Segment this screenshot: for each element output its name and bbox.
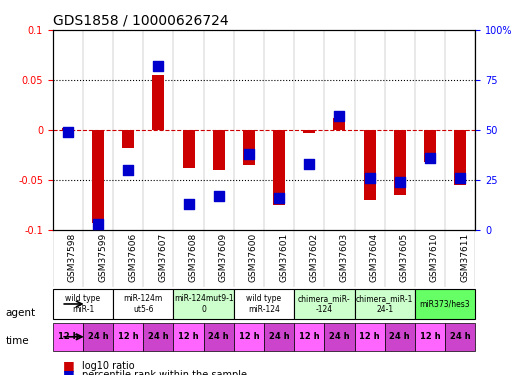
FancyBboxPatch shape: [415, 322, 445, 351]
Bar: [364, 130, 375, 200]
FancyBboxPatch shape: [174, 322, 204, 351]
FancyBboxPatch shape: [264, 322, 294, 351]
Point: [275, 195, 284, 201]
Point: [395, 179, 404, 185]
FancyBboxPatch shape: [53, 322, 83, 351]
FancyBboxPatch shape: [143, 322, 174, 351]
FancyBboxPatch shape: [445, 322, 475, 351]
FancyBboxPatch shape: [113, 289, 174, 320]
Text: miR-124m
ut5-6: miR-124m ut5-6: [124, 294, 163, 314]
FancyBboxPatch shape: [354, 322, 385, 351]
Bar: [273, 130, 285, 205]
Text: miR373/hes3: miR373/hes3: [420, 300, 470, 309]
Point: [94, 221, 102, 227]
Text: time: time: [5, 336, 29, 346]
Bar: [62, 128, 74, 130]
Text: 24 h: 24 h: [390, 332, 410, 341]
FancyBboxPatch shape: [294, 289, 354, 320]
Text: 24 h: 24 h: [450, 332, 470, 341]
Point: [64, 129, 72, 135]
FancyBboxPatch shape: [324, 322, 354, 351]
Text: 24 h: 24 h: [329, 332, 350, 341]
Text: GSM37606: GSM37606: [128, 232, 137, 282]
Point: [426, 155, 434, 161]
Point: [456, 175, 464, 181]
Point: [214, 193, 223, 199]
Text: GSM37611: GSM37611: [460, 232, 469, 282]
FancyBboxPatch shape: [113, 322, 143, 351]
Text: GSM37607: GSM37607: [158, 232, 167, 282]
Bar: [153, 75, 164, 130]
Text: 12 h: 12 h: [178, 332, 199, 341]
Text: GSM37602: GSM37602: [309, 232, 318, 282]
Point: [335, 113, 344, 119]
FancyBboxPatch shape: [83, 322, 113, 351]
FancyBboxPatch shape: [385, 322, 415, 351]
Bar: [213, 130, 225, 170]
FancyBboxPatch shape: [234, 322, 264, 351]
Text: 12 h: 12 h: [239, 332, 259, 341]
Text: 12 h: 12 h: [299, 332, 319, 341]
Point: [365, 175, 374, 181]
Text: GSM37610: GSM37610: [430, 232, 439, 282]
Bar: [92, 130, 104, 223]
Text: GSM37598: GSM37598: [68, 232, 77, 282]
FancyBboxPatch shape: [415, 289, 475, 320]
Text: 12 h: 12 h: [359, 332, 380, 341]
Text: percentile rank within the sample: percentile rank within the sample: [82, 370, 247, 375]
Point: [124, 167, 133, 173]
Text: 12 h: 12 h: [420, 332, 440, 341]
FancyBboxPatch shape: [174, 289, 234, 320]
Bar: [394, 130, 406, 195]
Text: 12 h: 12 h: [118, 332, 138, 341]
Text: chimera_miR-
-124: chimera_miR- -124: [298, 294, 351, 314]
Point: [305, 161, 314, 167]
Point: [184, 201, 193, 207]
Text: GSM37600: GSM37600: [249, 232, 258, 282]
Text: GSM37599: GSM37599: [98, 232, 107, 282]
Bar: [243, 130, 255, 165]
FancyBboxPatch shape: [204, 322, 234, 351]
Text: GSM37608: GSM37608: [188, 232, 197, 282]
Text: chimera_miR-1
24-1: chimera_miR-1 24-1: [356, 294, 413, 314]
Text: GSM37603: GSM37603: [340, 232, 348, 282]
FancyBboxPatch shape: [354, 289, 415, 320]
Text: GSM37604: GSM37604: [370, 232, 379, 282]
Text: 24 h: 24 h: [88, 332, 108, 341]
Text: 12 h: 12 h: [58, 332, 78, 341]
Bar: [424, 130, 436, 162]
Text: ■: ■: [63, 369, 75, 375]
Text: agent: agent: [5, 308, 35, 318]
Text: log10 ratio: log10 ratio: [82, 361, 135, 370]
FancyBboxPatch shape: [294, 322, 324, 351]
Bar: [122, 130, 134, 148]
Text: GSM37609: GSM37609: [219, 232, 228, 282]
Text: wild type
miR-1: wild type miR-1: [65, 294, 100, 314]
Text: GSM37605: GSM37605: [400, 232, 409, 282]
Text: 24 h: 24 h: [209, 332, 229, 341]
Point: [154, 63, 163, 69]
Text: wild type
miR-124: wild type miR-124: [247, 294, 281, 314]
FancyBboxPatch shape: [234, 289, 294, 320]
Bar: [303, 130, 315, 133]
Text: GDS1858 / 10000626724: GDS1858 / 10000626724: [53, 13, 229, 27]
Text: ■: ■: [63, 359, 75, 372]
Point: [244, 151, 253, 157]
Text: miR-124mut9-1
0: miR-124mut9-1 0: [174, 294, 233, 314]
Text: GSM37601: GSM37601: [279, 232, 288, 282]
Bar: [183, 130, 195, 168]
FancyBboxPatch shape: [53, 289, 113, 320]
Text: 24 h: 24 h: [148, 332, 169, 341]
Bar: [333, 118, 345, 130]
Bar: [454, 130, 466, 185]
Text: 24 h: 24 h: [269, 332, 289, 341]
